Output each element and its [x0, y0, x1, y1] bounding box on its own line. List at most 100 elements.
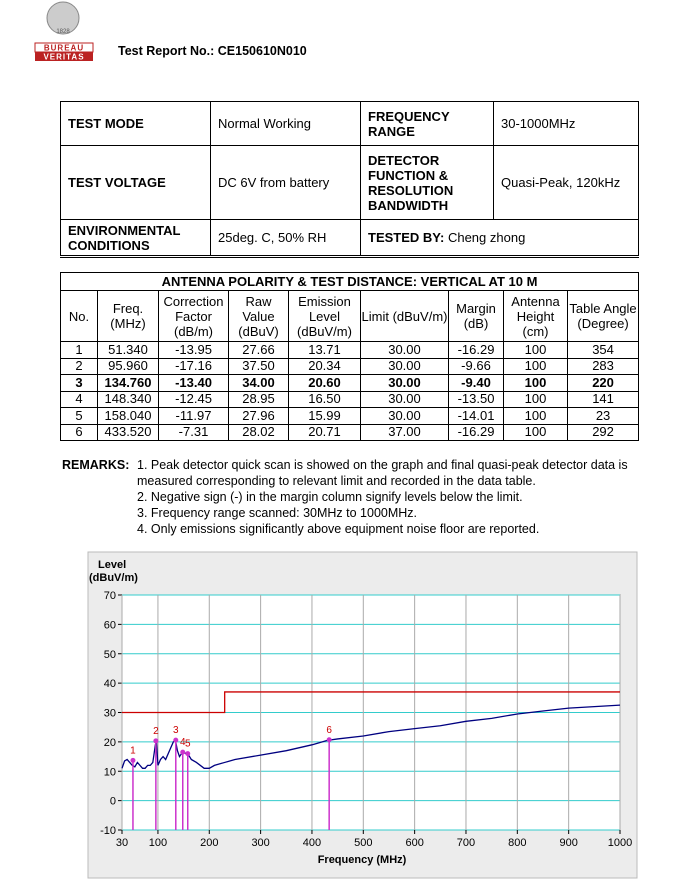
cell: 20.60 [288, 374, 361, 392]
cell: 30.00 [360, 374, 449, 392]
value-cell: Quasi-Peak, 120kHz [493, 145, 639, 220]
cell: 37.50 [228, 357, 289, 375]
value-cell: Normal Working [210, 101, 361, 146]
row: TEST VOLTAGE DC 6V from battery DETECTOR F… [60, 145, 639, 220]
cell: 220 [566, 374, 640, 392]
value-cell: 25deg. C, 50% RH [210, 219, 361, 257]
y-tick-label: 40 [104, 678, 116, 690]
cell: 27.96 [228, 407, 289, 425]
y-tick-label: 70 [104, 590, 116, 602]
results-table: ANTENNA POLARITY & TEST DISTANCE: VERTIC… [59, 272, 640, 441]
conditions-table: TEST MODE Normal Working FREQUENCY RANGE 30… [60, 101, 639, 258]
report-no: Test Report No.: CE150610N010 [118, 44, 307, 58]
cell: 51.340 [97, 341, 159, 359]
cell: 28.95 [228, 390, 289, 408]
cell: 20.34 [288, 357, 361, 375]
logo: 1828 BUREAU VERITAS [34, 1, 94, 62]
marker-label: 2 [153, 726, 159, 737]
cell: 100 [503, 423, 568, 441]
column-header: Correction Factor (dB/m) [158, 290, 229, 342]
cell: 23 [566, 407, 640, 425]
cell: 6 [60, 423, 98, 441]
cell: 30.00 [360, 357, 449, 375]
remark-label [62, 505, 137, 521]
cell: -12.45 [158, 390, 229, 408]
cell: -11.97 [158, 407, 229, 425]
x-tick-label: 600 [405, 837, 423, 849]
column-header: Raw Value (dBuV) [228, 290, 289, 342]
marker-label: 6 [326, 725, 332, 736]
column-header: No. [60, 290, 98, 342]
remark-item: 3. Frequency range scanned: 30MHz to 100… [137, 506, 418, 520]
cell: 30.00 [360, 341, 449, 359]
row: 6 433.520 -7.31 28.02 20.71 37.00 -16.29 100 292 [60, 423, 640, 441]
cell: -13.95 [158, 341, 229, 359]
marker-label: 4 [180, 737, 186, 748]
cell: 37.00 [360, 423, 449, 441]
row: 2 95.960 -17.16 37.50 20.34 30.00 -9.66 100 283 [60, 357, 640, 375]
marker-label: 3 [173, 725, 179, 736]
cell: -14.01 [448, 407, 504, 425]
column-header: Antenna Height (cm) [503, 290, 568, 342]
logo-text: VERITAS [43, 53, 84, 62]
label-cell: TEST VOLTAGE [60, 145, 211, 220]
cell: -16.29 [448, 423, 504, 441]
marker-dot [185, 751, 191, 757]
tested-by-cell: TESTED BY: Cheng zhong [360, 219, 639, 257]
cell: 28.02 [228, 423, 289, 441]
x-tick-label: 700 [457, 837, 475, 849]
table-title: ANTENNA POLARITY & TEST DISTANCE: VERTIC… [59, 272, 640, 291]
marker-dot [153, 738, 159, 744]
y-tick-label: 60 [104, 619, 116, 631]
cell: 141 [566, 390, 640, 408]
cell: 292 [566, 423, 640, 441]
y-tick-label: 10 [104, 766, 116, 778]
y-tick-label: 20 [104, 737, 116, 749]
x-tick-label: 500 [354, 837, 372, 849]
remark-item: 2. Negative sign (-) in the margin colum… [137, 490, 523, 504]
remark-row: 3. Frequency range scanned: 30MHz to 100… [62, 505, 667, 521]
y-axis-unit: (dBuV/m) [89, 572, 138, 584]
column-header: Emission Level (dBuV/m) [288, 290, 361, 342]
remark-label: REMARKS: [62, 458, 130, 472]
x-axis-label: Frequency (MHz) [318, 854, 407, 866]
remarks: REMARKS: 1. Peak detector quick scan is s… [62, 457, 667, 537]
value-cell: 30-1000MHz [493, 101, 639, 146]
cell: 134.760 [97, 374, 159, 392]
column-header: Table Angle (Degree) [566, 290, 640, 342]
cell: 27.66 [228, 341, 289, 359]
y-axis-label: Level [98, 559, 126, 571]
cell: 13.71 [288, 341, 361, 359]
cell: -9.66 [448, 357, 504, 375]
marker-dot [173, 737, 179, 743]
cell: 100 [503, 390, 568, 408]
header-row: No. Freq. (MHz) Correction Factor (dB/m) Ra… [60, 290, 640, 342]
cell: -13.40 [158, 374, 229, 392]
remark-row: REMARKS: 1. Peak detector quick scan is s… [62, 457, 667, 489]
row: TEST MODE Normal Working FREQUENCY RANGE 30… [60, 101, 639, 146]
remark-item: 1. Peak detector quick scan is showed on… [137, 458, 628, 488]
column-header: Margin (dB) [448, 290, 504, 342]
column-header: Freq. (MHz) [97, 290, 159, 342]
row: 3 134.760 -13.40 34.00 20.60 30.00 -9.40 100 220 [60, 374, 640, 392]
marker-label: 5 [185, 739, 191, 750]
cell: 1 [60, 341, 98, 359]
logo-year: 1828 [56, 29, 70, 35]
x-tick-label: 1000 [608, 837, 632, 849]
x-tick-label: 900 [559, 837, 577, 849]
cell: 158.040 [97, 407, 159, 425]
cell: 20.71 [288, 423, 361, 441]
value: Cheng zhong [447, 230, 526, 245]
marker-label: 1 [130, 745, 136, 756]
series-line [122, 691, 620, 714]
remark-label [62, 521, 137, 537]
x-tick-label: 30 [116, 837, 128, 849]
cell: 354 [566, 341, 640, 359]
remark-label [62, 489, 137, 505]
remark-item: 4. Only emissions significantly above eq… [137, 522, 540, 536]
marker-dot [180, 749, 186, 755]
cell: 15.99 [288, 407, 361, 425]
title-row: ANTENNA POLARITY & TEST DISTANCE: VERTIC… [59, 272, 640, 291]
label: TESTED BY: [368, 230, 445, 245]
cell: 4 [60, 390, 98, 408]
